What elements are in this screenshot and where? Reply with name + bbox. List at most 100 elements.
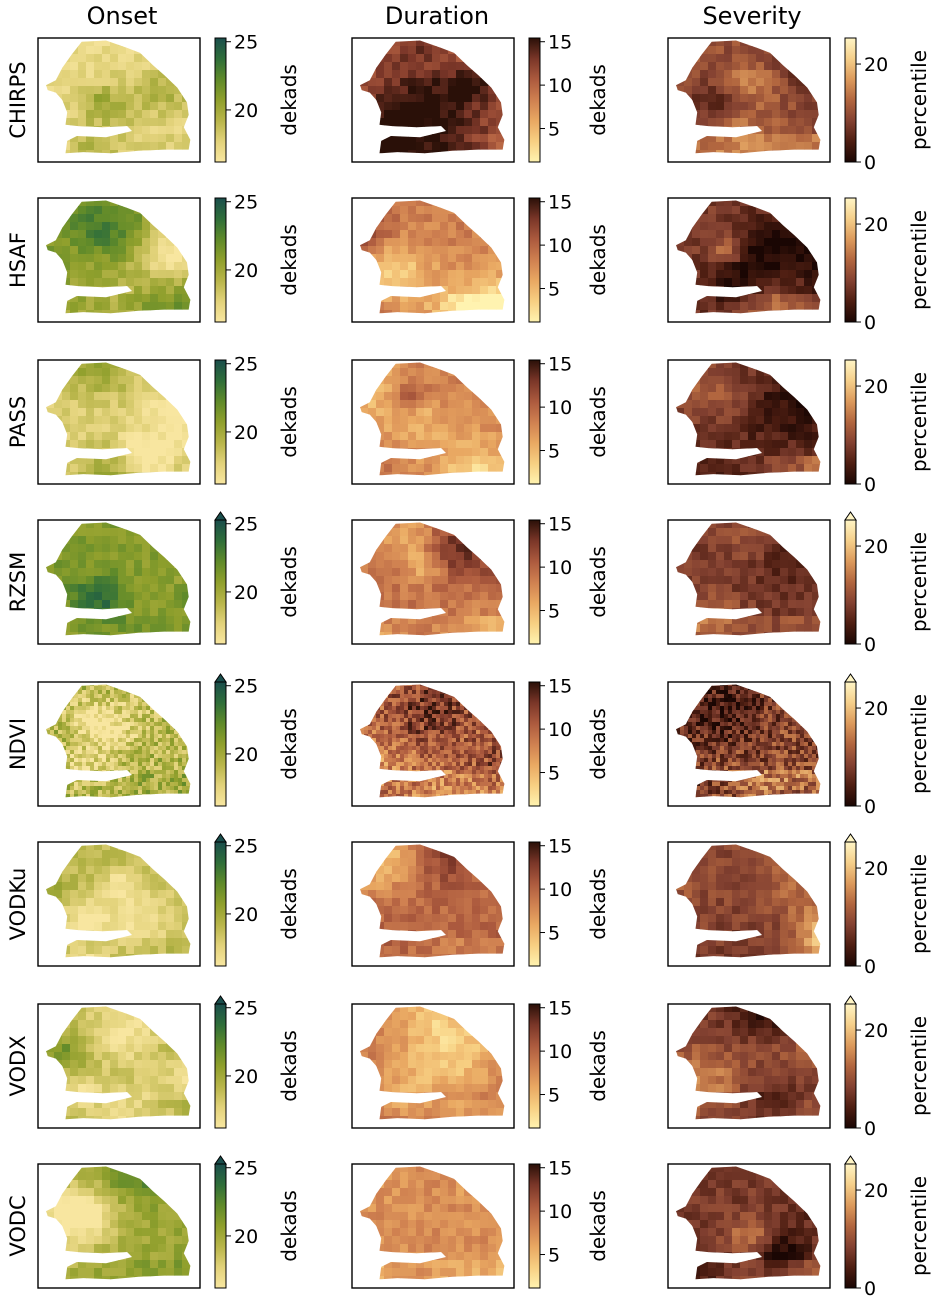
colorbar-tick-label: 10 xyxy=(548,235,572,257)
colorbar-label: dekads xyxy=(277,868,301,940)
colorbar-extend-arrow xyxy=(214,1155,227,1165)
colorbar-tick-label: 15 xyxy=(548,836,572,858)
colorbar-extend-arrow xyxy=(214,673,227,683)
colorbar-label: percentile xyxy=(907,1176,931,1276)
colorbar-tick-label: 20 xyxy=(234,582,258,604)
map-field xyxy=(360,522,505,636)
colorbar-tick-label: 20 xyxy=(864,376,888,398)
map-panel-onset-ndvi xyxy=(37,681,201,807)
column-title-onset: Onset xyxy=(87,2,158,30)
colorbar-tick-label: 0 xyxy=(864,1118,876,1140)
row-label-vodc: VODC xyxy=(6,1195,30,1256)
colorbar-extend-arrow xyxy=(844,673,857,683)
panel-frame xyxy=(351,519,515,645)
map-field xyxy=(46,522,191,636)
map-panel-onset-vodx xyxy=(37,1003,201,1129)
row-label-rzsm: RZSM xyxy=(6,552,30,612)
colorbar-tick-label: 5 xyxy=(548,1245,560,1267)
row-label-pass: PASS xyxy=(6,396,30,448)
colorbar-tick-label: 25 xyxy=(234,354,258,376)
colorbar-severity-vodx: 0 20 percentile xyxy=(844,995,931,1140)
colorbar-tick-label: 5 xyxy=(548,763,560,785)
panel-frame xyxy=(667,681,831,807)
colorbar-label: dekads xyxy=(586,546,610,618)
colorbar-tick-label: 15 xyxy=(548,192,572,214)
map-panel-onset-hsaf xyxy=(37,197,201,323)
panel-frame xyxy=(37,37,201,163)
colorbar-extend-arrow xyxy=(844,511,857,521)
colorbar-label: percentile xyxy=(907,50,931,150)
colorbar-tick-label: 25 xyxy=(234,676,258,698)
colorbar-severity-pass: 0 20 percentile xyxy=(844,359,931,496)
map-field xyxy=(676,1006,821,1120)
panel-frame xyxy=(37,359,201,485)
panel-frame xyxy=(667,1163,831,1289)
map-panel-severity-pass xyxy=(667,359,831,485)
colorbar-tick-label: 10 xyxy=(548,1041,572,1063)
colorbar-tick-label: 5 xyxy=(548,279,560,301)
colorbar-tick-label: 15 xyxy=(548,514,572,536)
colorbar-tick-label: 15 xyxy=(548,32,572,54)
panel-frame xyxy=(351,841,515,967)
colorbar-tick-label: 20 xyxy=(864,214,888,236)
row-label-chirps: CHIRPS xyxy=(6,61,30,138)
map-panel-severity-vodx xyxy=(667,1003,831,1129)
map-field xyxy=(676,1166,821,1280)
map-panel-severity-vodku xyxy=(667,841,831,967)
colorbar-label: percentile xyxy=(907,210,931,310)
colorbar-onset-rzsm: 20 25 dekads xyxy=(214,511,301,645)
panel-frame xyxy=(667,37,831,163)
colorbar-label: dekads xyxy=(586,386,610,458)
map-field xyxy=(676,684,821,798)
map-field xyxy=(46,1006,191,1120)
colorbar-label: percentile xyxy=(907,694,931,794)
colorbar-tick-label: 25 xyxy=(234,192,258,214)
colorbar-label: dekads xyxy=(586,1030,610,1102)
map-field xyxy=(360,1006,505,1120)
map-field xyxy=(46,1166,191,1280)
row-label-ndvi: NDVI xyxy=(6,718,30,770)
colorbar-tick-label: 10 xyxy=(548,879,572,901)
colorbar-tick-label: 20 xyxy=(864,536,888,558)
map-field xyxy=(360,1166,505,1280)
colorbars: 20 25 dekads 20 25 dekads 20 25 dekads 20 25 dekads… xyxy=(214,32,931,1299)
colorbar-tick-label: 5 xyxy=(548,441,560,463)
panel-frame xyxy=(351,1163,515,1289)
row-labels: CHIRPS HSAF PASS RZSM NDVI VODKu VODX VODC xyxy=(6,61,30,1256)
colorbar-label: percentile xyxy=(907,372,931,472)
map-panel-duration-pass xyxy=(351,359,515,485)
colorbar-label: dekads xyxy=(586,868,610,940)
map-panel-severity-vodc xyxy=(667,1163,831,1289)
colorbar-duration-vodc: 5 10 15 dekads xyxy=(528,1158,610,1289)
map-panel-onset-vodc xyxy=(37,1163,201,1289)
colorbar-label: dekads xyxy=(277,386,301,458)
colorbar-tick-label: 5 xyxy=(548,119,560,141)
colorbar-tick-label: 20 xyxy=(864,698,888,720)
map-field xyxy=(360,200,505,314)
map-panel-severity-rzsm xyxy=(667,519,831,645)
colorbar-duration-pass: 5 10 15 dekads xyxy=(528,354,610,485)
colorbar-tick-label: 20 xyxy=(234,100,258,122)
colorbar-tick-label: 15 xyxy=(548,1158,572,1180)
colorbar-onset-chirps: 20 25 dekads xyxy=(214,32,301,163)
colorbar-duration-rzsm: 5 10 15 dekads xyxy=(528,514,610,645)
map-field xyxy=(360,362,505,476)
map-panel-duration-ndvi xyxy=(351,681,515,807)
colorbar-tick-label: 15 xyxy=(548,676,572,698)
map-field xyxy=(676,522,821,636)
panel-frame xyxy=(37,197,201,323)
map-field xyxy=(360,844,505,958)
colorbar-severity-hsaf: 0 20 percentile xyxy=(844,197,931,334)
map-field xyxy=(676,200,821,314)
colorbar-tick-label: 20 xyxy=(234,904,258,926)
colorbar-tick-label: 25 xyxy=(234,514,258,536)
panel-frame xyxy=(351,359,515,485)
colorbar-tick-label: 20 xyxy=(234,422,258,444)
panel-frame xyxy=(37,1163,201,1289)
colorbar-label: dekads xyxy=(277,708,301,780)
panel-frame xyxy=(351,681,515,807)
map-panels xyxy=(37,37,831,1289)
map-panel-onset-vodku xyxy=(37,841,201,967)
colorbar-tick-label: 0 xyxy=(864,634,876,656)
